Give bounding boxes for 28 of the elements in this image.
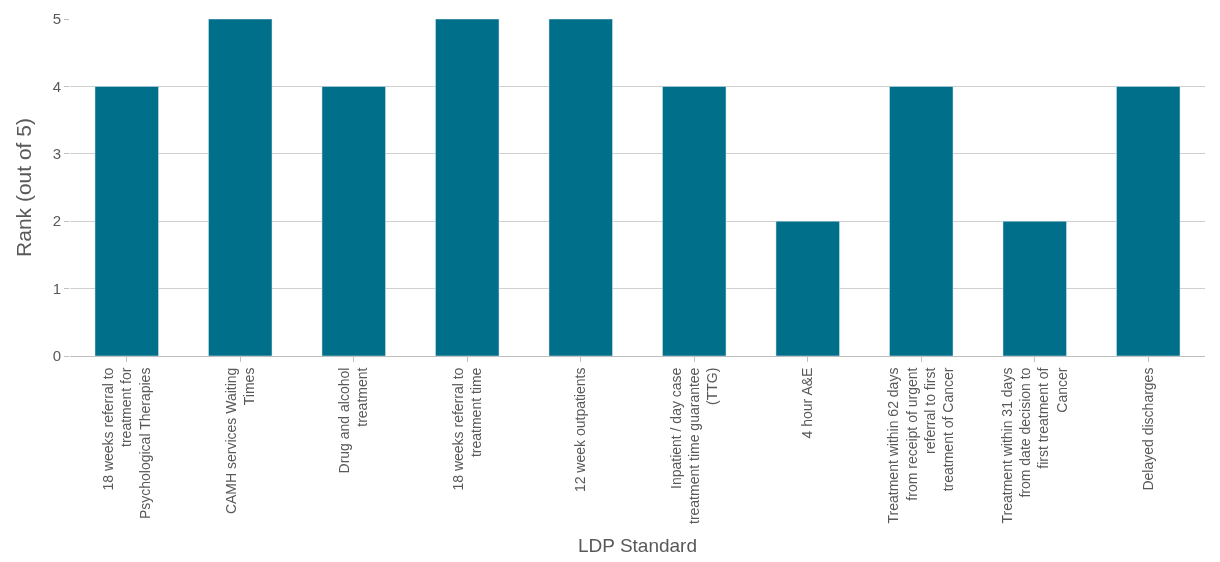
x-tick-label: CAMH services Waiting Times xyxy=(222,367,257,515)
bar xyxy=(208,19,273,356)
bar xyxy=(548,19,613,356)
bar xyxy=(435,19,500,356)
x-tick-label: Inpatient / day case treatment time guarantee (TTG) xyxy=(667,367,720,525)
x-tick-label: Treatment within 31 days from date decision to first treatment of Cancer xyxy=(999,367,1070,524)
x-tick-label: 4 hour A&E xyxy=(799,367,816,439)
x-tick-label: Delayed discharges xyxy=(1139,367,1156,491)
x-tick-label: Treatment within 62 days from receipt of urgent referral to first treatment of Cancer xyxy=(885,367,957,524)
x-axis-title: LDP Standard xyxy=(577,534,698,556)
y-tick-label: 2 xyxy=(52,212,61,230)
bar xyxy=(775,220,840,356)
bar xyxy=(1116,86,1181,356)
bar xyxy=(662,86,727,356)
x-tick-label: 12 week outpatients xyxy=(572,367,589,493)
y-tick-label: 4 xyxy=(52,77,61,95)
x-tick-label: 18 weeks referral to treatment for Psychological Therapies xyxy=(100,367,153,520)
y-tick-label: 0 xyxy=(52,347,61,365)
y-tick-label: 5 xyxy=(52,10,61,28)
bar xyxy=(889,86,954,356)
y-tick-label: 3 xyxy=(52,145,61,163)
y-axis-title: Rank (out of 5) xyxy=(11,118,35,257)
bar xyxy=(321,86,386,356)
bar xyxy=(94,86,159,356)
x-tick-label: 18 weeks referral to treatment time xyxy=(449,367,484,491)
y-tick-label: 1 xyxy=(52,279,61,297)
x-tick-label: Drug and alcohol treatment xyxy=(336,367,371,474)
bar xyxy=(1002,220,1067,356)
